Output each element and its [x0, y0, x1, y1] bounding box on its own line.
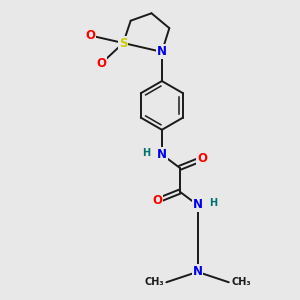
- Text: S: S: [119, 37, 128, 50]
- Text: N: N: [157, 45, 167, 58]
- Text: CH₃: CH₃: [144, 277, 164, 287]
- Text: N: N: [193, 266, 202, 278]
- Text: CH₃: CH₃: [231, 277, 251, 287]
- Text: H: H: [142, 148, 151, 158]
- Text: N: N: [193, 199, 202, 212]
- Text: N: N: [157, 148, 167, 161]
- Text: O: O: [152, 194, 162, 207]
- Text: O: O: [96, 57, 106, 70]
- Text: O: O: [197, 152, 207, 165]
- Text: H: H: [209, 199, 217, 208]
- Text: O: O: [85, 29, 96, 42]
